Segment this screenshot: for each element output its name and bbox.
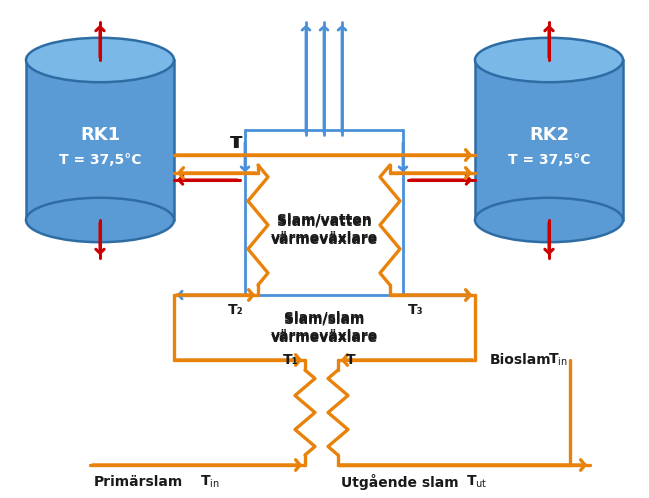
- Text: Slam/slam
värmeväxlare: Slam/slam värmeväxlare: [271, 313, 378, 343]
- Text: T = 37,5°C: T = 37,5°C: [508, 153, 590, 167]
- Ellipse shape: [26, 38, 174, 82]
- Text: T$_{\mathrm{in}}$: T$_{\mathrm{in}}$: [200, 474, 219, 490]
- Text: RK1: RK1: [80, 126, 120, 144]
- Text: T: T: [346, 353, 356, 367]
- Text: T: T: [232, 135, 242, 150]
- Text: Slam/vatten
värmeväxlare: Slam/vatten värmeväxlare: [271, 213, 378, 248]
- FancyBboxPatch shape: [26, 60, 174, 220]
- Ellipse shape: [475, 198, 623, 242]
- Text: RK2: RK2: [529, 126, 569, 144]
- Text: T$_{\mathrm{in}}$: T$_{\mathrm{in}}$: [548, 352, 568, 368]
- Text: Primärslam: Primärslam: [93, 475, 182, 489]
- Text: T$_{\mathrm{ut}}$: T$_{\mathrm{ut}}$: [466, 474, 487, 490]
- Text: Slam/slam
värmeväxlare: Slam/slam värmeväxlare: [271, 311, 378, 345]
- Ellipse shape: [26, 198, 174, 242]
- Text: T: T: [230, 135, 240, 150]
- Text: T = 37,5°C: T = 37,5°C: [59, 153, 141, 167]
- Text: T₂: T₂: [228, 303, 243, 317]
- Text: T₁: T₁: [283, 353, 299, 367]
- Text: Slam/vatten
värmeväxlare: Slam/vatten värmeväxlare: [271, 215, 378, 245]
- FancyBboxPatch shape: [475, 60, 623, 220]
- Text: Bioslam: Bioslam: [490, 353, 552, 367]
- Text: T₃: T₃: [408, 303, 424, 317]
- Ellipse shape: [475, 38, 623, 82]
- Text: Utgående slam: Utgående slam: [341, 474, 459, 490]
